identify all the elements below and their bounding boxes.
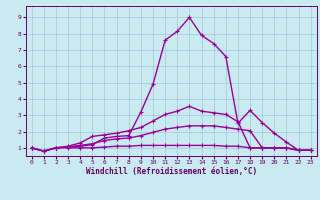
X-axis label: Windchill (Refroidissement éolien,°C): Windchill (Refroidissement éolien,°C)	[86, 167, 257, 176]
